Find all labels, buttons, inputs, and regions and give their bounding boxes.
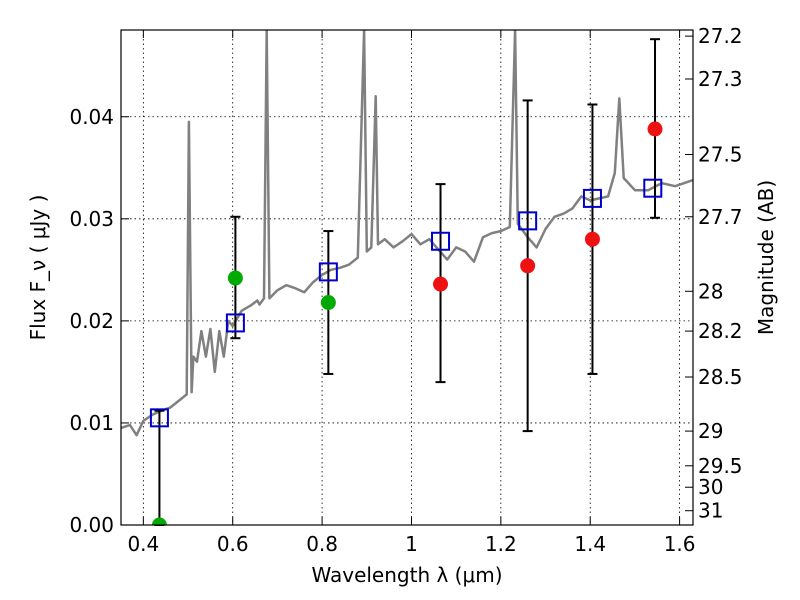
right-tick-label: 30 (698, 475, 723, 499)
observed-circle-marker (227, 270, 243, 286)
right-tick-label: 27.3 (698, 67, 743, 91)
model-spectrum-line (121, 30, 693, 437)
right-tick-label: 27.5 (698, 143, 743, 167)
right-tick-label: 28.5 (698, 365, 743, 389)
x-tick-label: 0.8 (306, 532, 338, 556)
model-square-marker (318, 262, 338, 282)
right-tick-label: 27.2 (698, 24, 743, 48)
x-tick-label: 1.6 (664, 532, 696, 556)
right-tick-label: 28.2 (698, 319, 743, 343)
observed-circle-marker (320, 295, 336, 311)
model-square-marker (518, 211, 538, 231)
data-points-layer (149, 121, 663, 525)
right-tick-label: 29 (698, 419, 723, 443)
spectrum-layer (121, 30, 693, 437)
right-tick-label: 31 (698, 499, 723, 523)
right-axis-label: Magnitude (AB) (754, 180, 778, 335)
observed-circle-marker (584, 231, 600, 247)
x-tick-labels: 0.4 0.6 0.8 1 1.2 1.4 1.6 (127, 532, 695, 556)
x-tick-label: 0.4 (127, 532, 159, 556)
grid (121, 30, 693, 525)
y-tick-label: 0.03 (69, 207, 114, 231)
right-tick-label: 27.7 (698, 205, 743, 229)
observed-circle-marker (647, 121, 663, 137)
y-tick-labels: 0.00 0.01 0.02 0.03 0.04 (69, 105, 114, 537)
model-square-marker (582, 188, 602, 208)
right-tick-label: 29.5 (698, 454, 743, 478)
y-tick-label: 0.02 (69, 309, 114, 333)
model-square-marker (431, 231, 451, 251)
tick-marks (121, 30, 693, 526)
plot-frame (120, 29, 694, 526)
observed-circle-marker (520, 258, 536, 274)
x-axis-label: Wavelength λ (μm) (311, 563, 502, 587)
y-axis-label: Flux F_ν ( μJy ) (26, 195, 50, 341)
observed-circle-marker (151, 517, 167, 525)
x-tick-label: 0.6 (217, 532, 249, 556)
model-square-marker (149, 408, 169, 428)
observed-circle-marker (433, 276, 449, 292)
y-tick-label: 0.00 (69, 513, 114, 537)
model-square-marker (643, 178, 663, 198)
model-square-marker (225, 313, 245, 333)
x-tick-label: 1 (405, 532, 418, 556)
y-tick-label: 0.01 (69, 411, 114, 435)
y-tick-label: 0.04 (69, 105, 114, 129)
x-tick-label: 1.4 (574, 532, 606, 556)
x-tick-label: 1.2 (485, 532, 517, 556)
right-tick-label: 28 (698, 279, 723, 303)
